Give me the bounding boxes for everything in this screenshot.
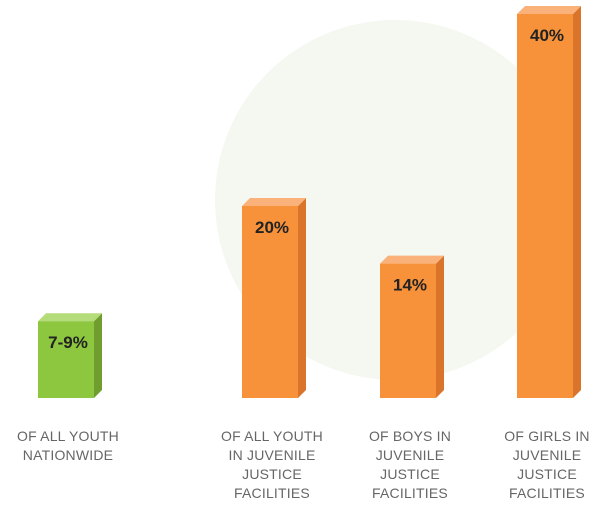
category-label: OF BOYS IN JUVENILE JUSTICE FACILITIES: [369, 428, 451, 501]
bar-value-label: 14%: [393, 276, 427, 295]
bar-top: [380, 255, 444, 264]
bar-front: [38, 321, 94, 398]
bar-2: 20%: [242, 198, 306, 398]
category-label-line: JUSTICE: [380, 466, 440, 482]
category-label-line: NATIONWIDE: [23, 447, 113, 463]
bar-4: 40%: [517, 6, 581, 398]
bar-side: [298, 198, 306, 398]
bar-1: 7-9%: [38, 313, 102, 398]
category-label-line: JUVENILE: [513, 447, 582, 463]
category-label-line: OF GIRLS IN: [504, 428, 589, 444]
bar-side: [573, 6, 581, 398]
category-label: OF ALL YOUTH IN JUVENILE JUSTICE FACILITIES: [221, 428, 323, 501]
category-label-line: OF ALL YOUTH: [17, 428, 119, 444]
bar-value-label: 20%: [255, 218, 289, 237]
bar-top: [38, 313, 102, 322]
category-label-line: OF ALL YOUTH: [221, 428, 323, 444]
category-labels-group: OF ALL YOUTH NATIONWIDE OF ALL YOUTH IN JUV…: [17, 428, 590, 501]
bars-group: 7-9% 20% 14% 40%: [38, 6, 581, 398]
category-label-line: JUSTICE: [242, 466, 302, 482]
category-label: OF GIRLS IN JUVENILE JUSTICE FACILITIES: [504, 428, 589, 501]
bar-side: [436, 255, 444, 398]
bar-front: [517, 14, 573, 398]
category-label-line: IN JUVENILE: [229, 447, 316, 463]
bar-front: [242, 206, 298, 398]
category-label-line: FACILITIES: [509, 485, 585, 501]
category-label-line: JUSTICE: [517, 466, 577, 482]
bar-front: [380, 263, 436, 398]
bar-side: [94, 313, 102, 398]
bar-value-label: 7-9%: [48, 333, 88, 352]
category-label-line: FACILITIES: [372, 485, 448, 501]
bar-top: [242, 198, 306, 206]
bar-top: [517, 6, 581, 14]
bar-3: 14%: [380, 255, 444, 398]
category-label-line: JUVENILE: [376, 447, 445, 463]
category-label-line: OF BOYS IN: [369, 428, 451, 444]
category-label: OF ALL YOUTH NATIONWIDE: [17, 428, 119, 463]
bar-value-label: 40%: [530, 26, 564, 45]
category-label-line: FACILITIES: [234, 485, 310, 501]
